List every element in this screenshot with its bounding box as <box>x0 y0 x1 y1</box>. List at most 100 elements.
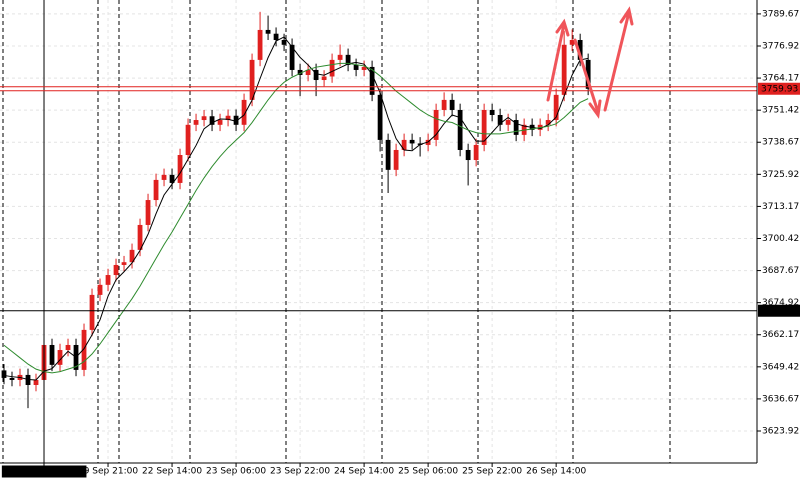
candle-body <box>81 329 87 370</box>
candle-body <box>457 109 463 150</box>
arrow <box>603 6 634 112</box>
day-separators <box>2 0 671 463</box>
current-price-box <box>758 82 800 95</box>
candle-body <box>353 64 359 70</box>
candle-body <box>433 109 439 140</box>
candle-body <box>201 116 207 121</box>
candle-body <box>9 377 15 380</box>
candle-body <box>329 59 335 77</box>
candle-body <box>241 99 247 125</box>
candle-body <box>449 99 455 110</box>
candle-body <box>401 139 407 150</box>
y-tick-label: 3764.17 <box>762 74 799 84</box>
candle-body <box>553 94 559 121</box>
y-tick-label: 3662.17 <box>762 330 799 340</box>
candle-body <box>145 200 151 225</box>
candle-body <box>265 29 271 34</box>
candle-body <box>385 139 391 170</box>
x-tick-label: 2025.09.19 11:00 <box>4 467 85 477</box>
candle-body <box>129 249 135 263</box>
candle-body <box>193 120 199 125</box>
candle-body <box>249 59 255 100</box>
candle-body <box>177 155 183 183</box>
candle-body <box>441 99 447 110</box>
candle-body <box>33 379 39 385</box>
candle-body <box>481 109 487 145</box>
candle-body <box>409 139 415 144</box>
candle-body <box>49 344 55 365</box>
arrow <box>546 18 570 102</box>
axes: 3789.67 3776.92 3764.17 3751.42 3738.67 3725.… <box>1 9 800 478</box>
crosshair-price-box <box>758 304 800 317</box>
y-tick-label: 3700.42 <box>762 234 799 244</box>
candle-body <box>585 59 591 89</box>
y-tick-label: 3725.92 <box>762 170 799 180</box>
candle-body <box>569 40 575 45</box>
candle-body <box>233 115 239 125</box>
x-tick-label: 26 Sep 14:00 <box>526 467 586 477</box>
candle-body <box>153 179 159 201</box>
candle-body <box>65 344 71 351</box>
x-tick-label: 25 Sep 06:00 <box>398 467 458 477</box>
y-tick-label: 3738.67 <box>762 138 799 148</box>
candle-body <box>161 174 167 180</box>
candle-body <box>297 69 303 75</box>
y-tick-label: 3713.17 <box>762 202 799 212</box>
candle-body <box>513 120 519 135</box>
x-tick-label: 19 Sep 21:00 <box>78 467 138 477</box>
candle-body <box>369 66 375 95</box>
candle-body <box>281 40 287 45</box>
candle-body <box>113 264 119 276</box>
candle-body <box>505 120 511 125</box>
candle-body <box>289 44 295 70</box>
x-tick-label: 22 Sep 14:00 <box>142 467 202 477</box>
candle-body <box>217 120 223 125</box>
y-tick-label: 3623.92 <box>762 426 799 436</box>
y-tick-label: 3649.42 <box>762 362 799 372</box>
crosshair-time-box <box>1 465 87 478</box>
candle-body <box>209 116 215 125</box>
candle-body <box>465 149 471 161</box>
candle-body <box>1 370 7 378</box>
candle-body <box>169 174 175 183</box>
plot <box>0 0 757 463</box>
arrow <box>573 38 602 119</box>
candle-body <box>185 124 191 156</box>
candle-body <box>273 33 279 41</box>
candle-body <box>345 54 351 65</box>
candle-body <box>561 44 567 95</box>
y-tick-label: 3789.67 <box>762 9 799 19</box>
candle-body <box>137 224 143 250</box>
x-tick-label: 25 Sep 22:00 <box>462 467 522 477</box>
x-tick-label: 23 Sep 22:00 <box>270 467 330 477</box>
candle-body <box>305 69 311 75</box>
candle-body <box>97 284 103 295</box>
candle-body <box>473 144 479 161</box>
moving-average <box>3 62 589 374</box>
current-price-label: 3759.93 <box>761 84 798 94</box>
candle-body <box>337 54 343 60</box>
candle-body <box>225 115 231 121</box>
x-tick-label: 24 Sep 14:00 <box>334 467 394 477</box>
candle-body <box>89 294 95 330</box>
candle-body <box>105 275 111 285</box>
candle-body <box>57 350 63 365</box>
candle-body <box>257 29 263 60</box>
candle-body <box>25 374 31 385</box>
candle-body <box>489 109 495 115</box>
candle-body <box>313 69 319 81</box>
candle-body <box>121 262 127 265</box>
y-tick-label: 3674.92 <box>762 298 799 308</box>
candle-body <box>393 149 399 170</box>
candle-body <box>361 66 367 70</box>
annotations <box>546 6 634 119</box>
candle-body <box>577 40 583 60</box>
candle-body <box>545 120 551 125</box>
y-tick-label: 3687.67 <box>762 266 799 276</box>
y-tick-label: 3776.92 <box>762 41 799 51</box>
y-tick-label: 3636.67 <box>762 394 799 404</box>
candle-body <box>377 94 383 140</box>
candle-body <box>497 114 503 125</box>
